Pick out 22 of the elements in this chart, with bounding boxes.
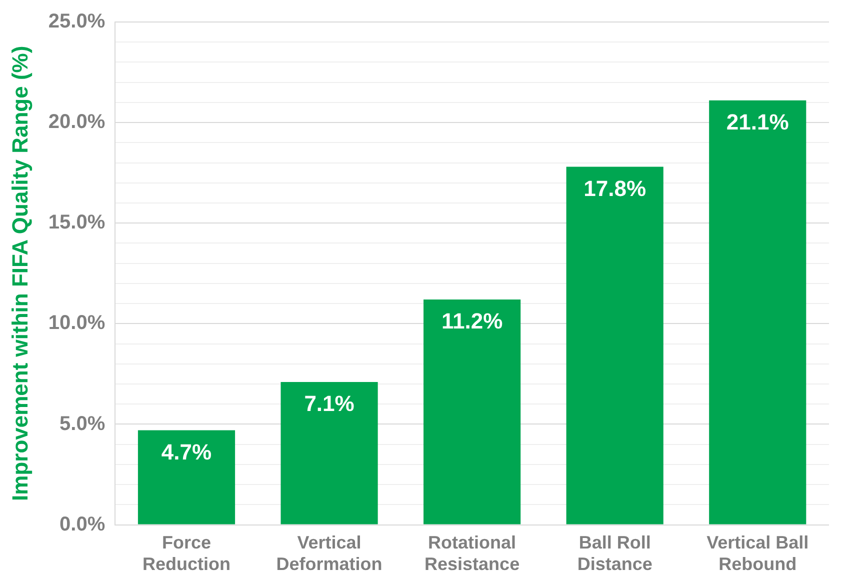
bar [566,166,664,524]
x-tick-label: Force Reduction [142,532,230,574]
bar [424,300,521,524]
bar [280,382,378,524]
y-tick-label: 20.0% [48,111,106,134]
y-tick-label: 10.0% [48,312,106,334]
data-label: 4.7% [161,439,212,464]
y-tick-label: 5.0% [60,412,106,435]
bar [138,430,236,524]
data-label: 7.1% [304,391,354,416]
x-tick-label: Vertical Deformation [276,532,382,574]
x-tick-label: Ball Roll Distance [577,532,652,574]
y-tick-label: 15.0% [48,212,106,234]
x-tick-label: Rotational Resistance [424,532,520,574]
data-label: 17.8% [584,176,646,201]
data-label: 11.2% [441,308,503,334]
y-tick-label: 0.0% [60,513,106,536]
y-tick-label: 25.0% [48,10,106,33]
data-label: 21.1% [726,110,789,134]
y-axis-title: Improvement within FIFA Quality Range (%) [7,46,32,501]
bar [709,100,806,524]
x-tick-label: Vertical Ball Rebound [706,532,809,574]
